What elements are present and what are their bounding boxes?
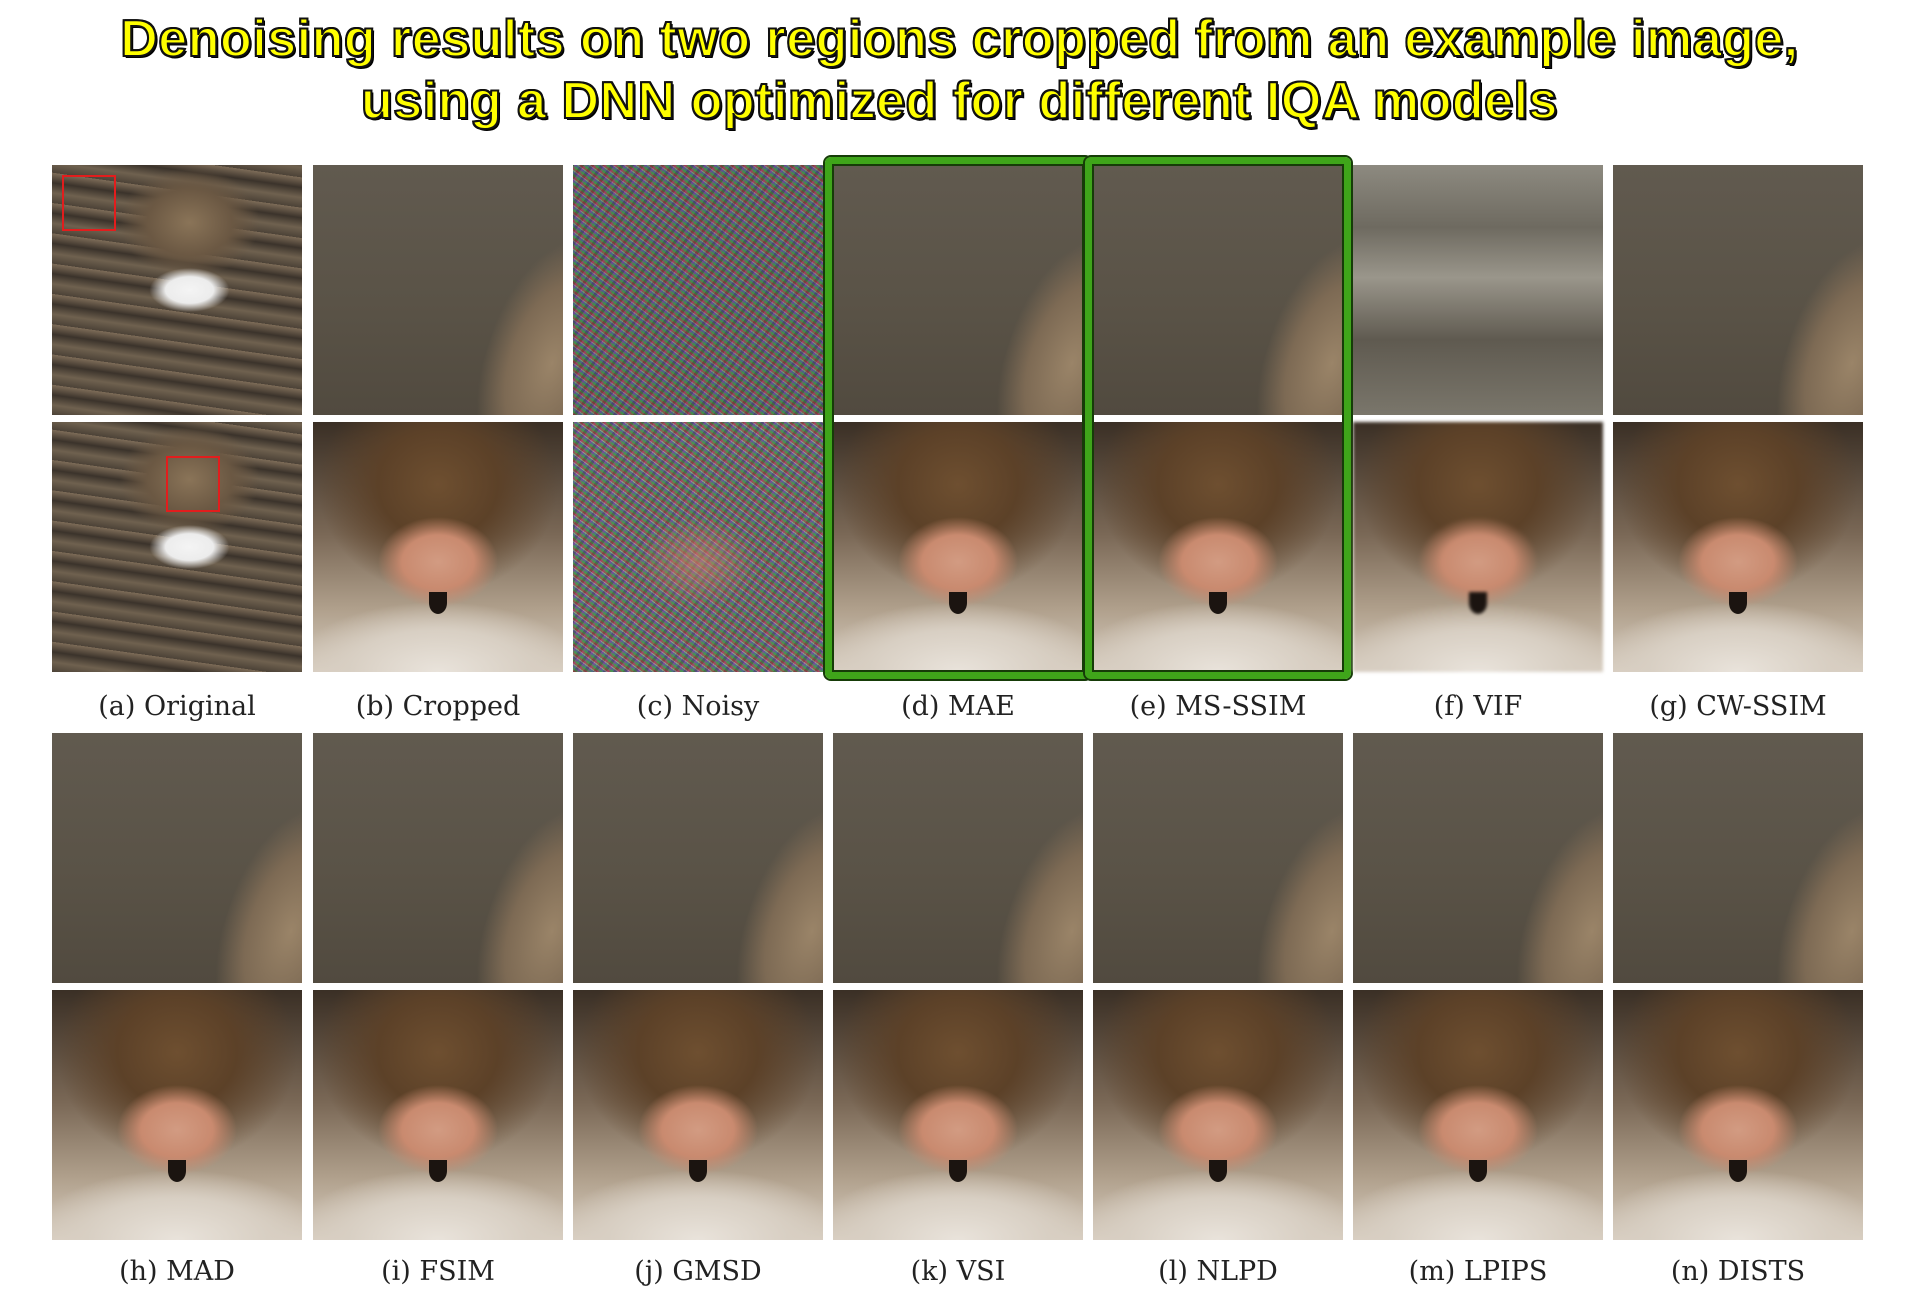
panel-j-region-background bbox=[573, 733, 823, 983]
panel-b-region-background bbox=[313, 165, 563, 415]
panel-k-region-background bbox=[833, 733, 1083, 983]
panel-label-j: (j) GMSD bbox=[634, 1256, 762, 1287]
panel-label-f: (f) VIF bbox=[1433, 691, 1523, 722]
panel-label-h: (h) MAD bbox=[119, 1256, 235, 1287]
panel-m-region-background bbox=[1353, 733, 1603, 983]
panel-label-l: (l) NLPD bbox=[1158, 1256, 1278, 1287]
panel-f-region-background bbox=[1353, 165, 1603, 415]
panel-f-region-nose bbox=[1353, 422, 1603, 672]
panel-label-i: (i) FSIM bbox=[381, 1256, 495, 1287]
panel-label-g: (g) CW-SSIM bbox=[1649, 691, 1827, 722]
panel-n-region-background bbox=[1613, 733, 1863, 983]
panel-label-a: (a) Original bbox=[98, 691, 256, 722]
panel-j-region-nose bbox=[573, 990, 823, 1240]
panel-g-region-background bbox=[1613, 165, 1863, 415]
panel-h-region-background bbox=[52, 733, 302, 983]
panel-e-region-nose bbox=[1093, 422, 1343, 672]
panel-i-region-background bbox=[313, 733, 563, 983]
panel-h-region-nose bbox=[52, 990, 302, 1240]
panel-label-b: (b) Cropped bbox=[355, 691, 521, 722]
panel-label-e: (e) MS-SSIM bbox=[1129, 691, 1307, 722]
panel-k-region-nose bbox=[833, 990, 1083, 1240]
panel-label-n: (n) DISTS bbox=[1670, 1256, 1806, 1287]
panel-d-region-background bbox=[833, 165, 1083, 415]
panel-l-region-nose bbox=[1093, 990, 1343, 1240]
panel-a-region-nose bbox=[52, 422, 302, 672]
panel-m-region-nose bbox=[1353, 990, 1603, 1240]
panel-c-region-background bbox=[573, 165, 823, 415]
panel-e-region-background bbox=[1093, 165, 1343, 415]
crop-box-nose bbox=[166, 456, 220, 512]
figure-title: Denoising results on two regions cropped… bbox=[0, 8, 1919, 132]
panel-n-region-nose bbox=[1613, 990, 1863, 1240]
panel-label-m: (m) LPIPS bbox=[1408, 1256, 1548, 1287]
panel-b-region-nose bbox=[313, 422, 563, 672]
panel-label-k: (k) VSI bbox=[910, 1256, 1006, 1287]
crop-box-background bbox=[62, 175, 116, 231]
panel-c-region-nose bbox=[573, 422, 823, 672]
panel-i-region-nose bbox=[313, 990, 563, 1240]
panel-l-region-background bbox=[1093, 733, 1343, 983]
panel-g-region-nose bbox=[1613, 422, 1863, 672]
panel-a-region-background bbox=[52, 165, 302, 415]
panel-d-region-nose bbox=[833, 422, 1083, 672]
panel-label-c: (c) Noisy bbox=[636, 691, 760, 722]
figure-title-line-1: Denoising results on two regions cropped… bbox=[119, 9, 1799, 69]
figure-title-line-2: using a DNN optimized for different IQA … bbox=[360, 71, 1558, 131]
panel-label-d: (d) MAE bbox=[901, 691, 1015, 722]
